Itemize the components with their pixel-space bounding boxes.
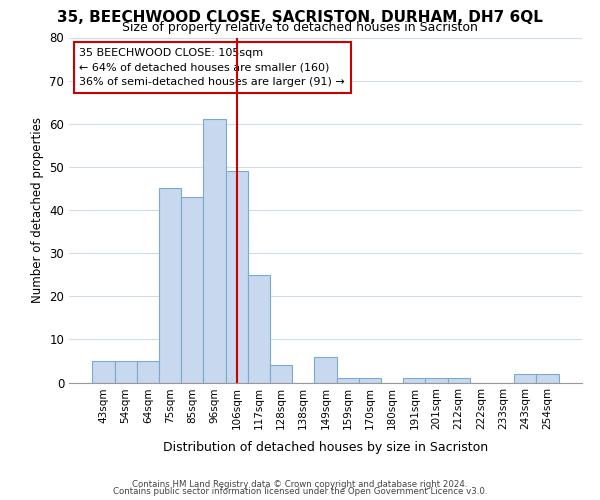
Bar — [181, 197, 203, 382]
Bar — [92, 361, 115, 382]
Bar — [270, 365, 292, 382]
Bar — [203, 120, 226, 382]
Bar — [536, 374, 559, 382]
Bar — [159, 188, 181, 382]
Bar — [248, 274, 270, 382]
Bar — [115, 361, 137, 382]
Bar — [359, 378, 381, 382]
Y-axis label: Number of detached properties: Number of detached properties — [31, 117, 44, 303]
Text: Contains HM Land Registry data © Crown copyright and database right 2024.: Contains HM Land Registry data © Crown c… — [132, 480, 468, 489]
X-axis label: Distribution of detached houses by size in Sacriston: Distribution of detached houses by size … — [163, 440, 488, 454]
Bar — [337, 378, 359, 382]
Bar — [448, 378, 470, 382]
Bar — [137, 361, 159, 382]
Bar — [514, 374, 536, 382]
Text: 35, BEECHWOOD CLOSE, SACRISTON, DURHAM, DH7 6QL: 35, BEECHWOOD CLOSE, SACRISTON, DURHAM, … — [57, 10, 543, 25]
Bar — [314, 356, 337, 382]
Bar — [403, 378, 425, 382]
Text: Size of property relative to detached houses in Sacriston: Size of property relative to detached ho… — [122, 21, 478, 34]
Bar — [226, 171, 248, 382]
Bar — [425, 378, 448, 382]
Text: 35 BEECHWOOD CLOSE: 105sqm
← 64% of detached houses are smaller (160)
36% of sem: 35 BEECHWOOD CLOSE: 105sqm ← 64% of deta… — [79, 48, 345, 88]
Text: Contains public sector information licensed under the Open Government Licence v3: Contains public sector information licen… — [113, 488, 487, 496]
